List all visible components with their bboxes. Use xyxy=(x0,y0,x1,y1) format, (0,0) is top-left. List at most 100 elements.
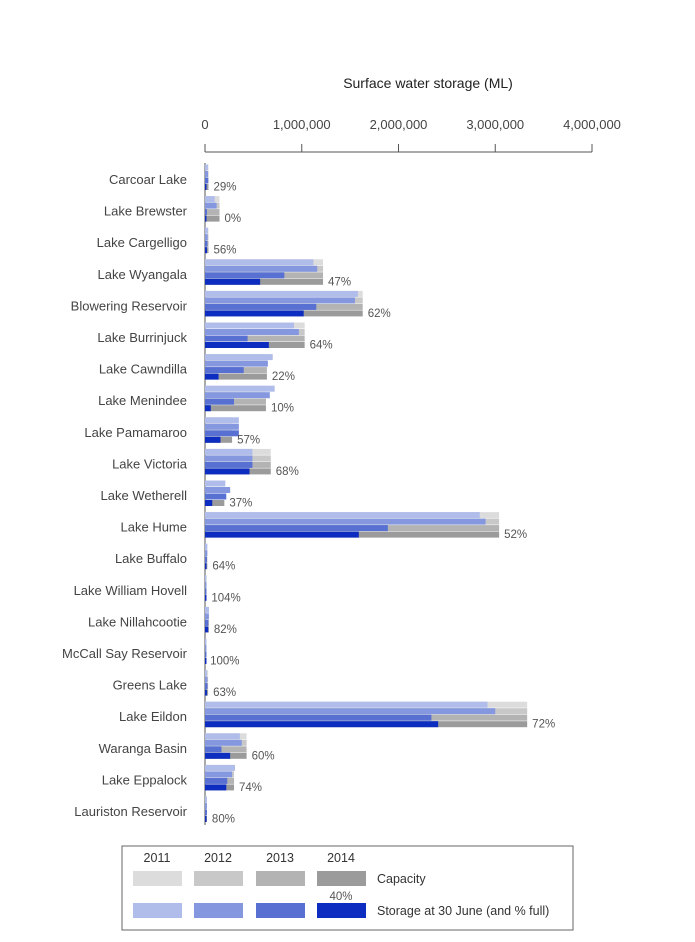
category-group: Lake Burrinjuck 64% xyxy=(97,322,333,352)
capacity-bar xyxy=(205,405,266,412)
storage-bar xyxy=(205,310,304,317)
storage-bar xyxy=(205,303,317,310)
capacity-bar xyxy=(205,500,225,506)
x-tick-label: 2,000,000 xyxy=(370,117,428,132)
legend-storage-swatch xyxy=(133,903,182,918)
storage-bar xyxy=(205,670,207,677)
category-label: McCall Say Reservoir xyxy=(62,646,188,661)
storage-bar xyxy=(205,436,221,443)
percent-full-label: 68% xyxy=(276,466,299,478)
storage-bar xyxy=(205,777,228,784)
category-label: Lake Burrinjuck xyxy=(97,330,187,345)
category-label: Lauriston Reservoir xyxy=(74,804,187,819)
legend-storage-label: Storage at 30 June (and % full) xyxy=(377,904,549,918)
category-label: Lake Cargelligo xyxy=(97,235,187,250)
storage-bar xyxy=(205,619,209,626)
storage-bar xyxy=(205,784,227,791)
x-tick-label: 1,000,000 xyxy=(273,117,331,132)
category-label: Lake Wetherell xyxy=(101,488,188,503)
category-label: Lake Wyangala xyxy=(98,267,188,282)
percent-full-label: 63% xyxy=(213,687,236,699)
percent-full-label: 62% xyxy=(368,308,391,320)
storage-bar xyxy=(205,816,207,822)
legend-storage-swatch xyxy=(256,903,305,918)
storage-bar xyxy=(205,638,207,645)
storage-bar xyxy=(205,342,269,348)
storage-bar xyxy=(205,556,207,563)
storage-bar xyxy=(205,392,270,399)
storage-bar xyxy=(205,265,318,272)
capacity-bar xyxy=(205,335,305,342)
category-group: Lake Pamamaroo 57% xyxy=(84,417,260,446)
storage-bar xyxy=(205,651,207,658)
percent-full-label: 72% xyxy=(532,719,555,731)
storage-bar xyxy=(205,259,314,266)
storage-bar xyxy=(205,518,486,525)
category-label: Carcoar Lake xyxy=(109,172,187,187)
category-label: Waranga Basin xyxy=(99,741,187,756)
storage-bar xyxy=(205,689,207,696)
storage-bar xyxy=(205,487,231,493)
percent-full-label: 64% xyxy=(310,340,333,352)
percent-full-label: 10% xyxy=(271,403,294,415)
capacity-bar xyxy=(205,398,266,405)
category-group: McCall Say Reservoir 100% xyxy=(62,638,240,668)
category-group: Lake Wyangala 47% xyxy=(98,259,351,288)
category-group: Carcoar Lake 29% xyxy=(109,164,237,194)
storage-bar xyxy=(205,752,231,759)
category-label: Blowering Reservoir xyxy=(71,298,188,313)
storage-bar xyxy=(205,809,207,816)
storage-bar xyxy=(205,164,208,171)
storage-bar xyxy=(205,234,208,241)
legend-year: 2012 xyxy=(204,851,232,865)
capacity-bar xyxy=(205,209,220,216)
category-group: Lake Cawndilla 22% xyxy=(99,354,295,383)
category-group: Greens Lake 63% xyxy=(113,670,236,699)
category-group: Lake Nillahcootie 82% xyxy=(88,606,237,636)
storage-bar xyxy=(205,335,248,342)
storage-bar xyxy=(205,272,285,279)
category-group: Lake William Hovell 104% xyxy=(74,575,241,604)
percent-full-label: 56% xyxy=(213,245,236,257)
storage-bar xyxy=(205,278,261,285)
storage-bar xyxy=(205,543,208,550)
storage-bar xyxy=(205,563,207,570)
storage-bar xyxy=(205,423,239,430)
storage-bar xyxy=(205,606,209,613)
storage-bar xyxy=(205,240,208,247)
category-label: Lake William Hovell xyxy=(74,583,188,598)
category-label: Lake Nillahcootie xyxy=(88,614,187,629)
storage-bar xyxy=(205,581,207,588)
legend-year: 2011 xyxy=(144,851,171,865)
storage-bar xyxy=(205,594,207,601)
category-group: Waranga Basin 60% xyxy=(99,733,275,762)
category-group: Lake Menindee 10% xyxy=(98,385,294,415)
bars: Carcoar Lake 29% Lake Brewster 0% Lake Carge… xyxy=(62,164,555,826)
storage-bar xyxy=(205,480,226,487)
storage-bar xyxy=(205,385,275,392)
legend-storage-swatch xyxy=(317,903,366,918)
storage-bar xyxy=(205,550,208,557)
category-label: Lake Eildon xyxy=(119,709,187,724)
capacity-bar xyxy=(205,746,247,753)
storage-bar xyxy=(205,575,207,582)
category-label: Lake Eppalock xyxy=(102,772,188,787)
storage-bar xyxy=(205,525,388,532)
percent-full-label: 100% xyxy=(210,656,239,668)
storage-bar xyxy=(205,588,207,595)
storage-bar xyxy=(205,215,207,222)
storage-bar xyxy=(205,626,209,633)
storage-bar xyxy=(205,329,299,335)
storage-bar xyxy=(205,290,358,297)
category-group: Lauriston Reservoir 80% xyxy=(74,796,235,826)
storage-bar xyxy=(205,461,253,468)
legend-example-pct: 40% xyxy=(329,891,352,903)
storage-bar xyxy=(205,405,211,412)
category-group: Lake Buffalo 64% xyxy=(115,543,235,573)
legend-capacity-label: Capacity xyxy=(377,872,426,886)
category-group: Lake Victoria 68% xyxy=(112,448,299,478)
legend-storage-swatch xyxy=(194,903,243,918)
storage-bar xyxy=(205,448,253,455)
category-group: Blowering Reservoir 62% xyxy=(71,290,391,320)
